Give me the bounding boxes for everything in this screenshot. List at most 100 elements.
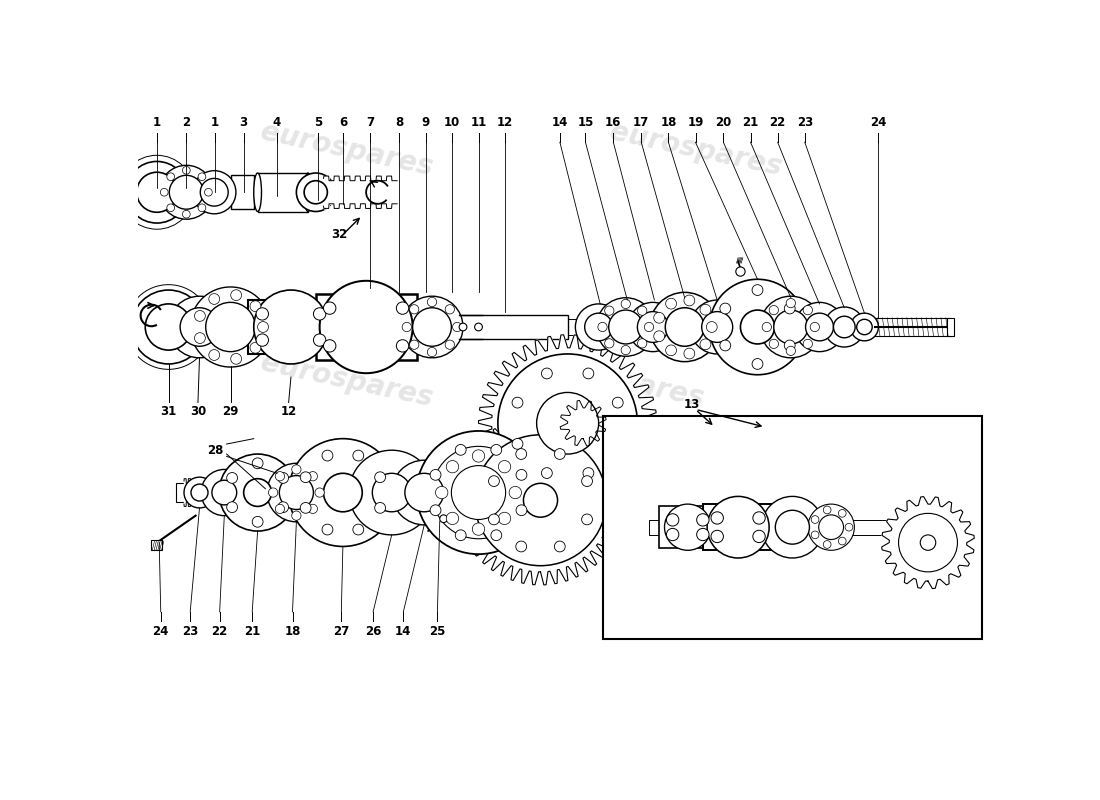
Circle shape	[304, 181, 328, 204]
Circle shape	[474, 435, 606, 566]
Circle shape	[596, 298, 656, 356]
Text: 12: 12	[497, 117, 513, 130]
Text: 25: 25	[429, 625, 446, 638]
Circle shape	[803, 306, 813, 314]
Circle shape	[537, 393, 598, 454]
Circle shape	[136, 172, 177, 212]
Text: 24: 24	[870, 117, 887, 130]
Circle shape	[231, 354, 242, 364]
Ellipse shape	[254, 173, 262, 211]
Text: 22: 22	[770, 117, 785, 130]
Circle shape	[323, 340, 336, 352]
Circle shape	[252, 458, 263, 469]
Text: 6: 6	[339, 117, 346, 130]
Circle shape	[183, 166, 190, 174]
Circle shape	[417, 431, 540, 554]
Circle shape	[432, 446, 525, 538]
Circle shape	[513, 398, 522, 408]
Circle shape	[192, 170, 235, 214]
Circle shape	[575, 304, 622, 350]
Circle shape	[498, 461, 510, 473]
Circle shape	[803, 339, 813, 349]
Circle shape	[412, 308, 451, 346]
Text: 11: 11	[471, 117, 486, 130]
Circle shape	[696, 528, 710, 541]
Circle shape	[409, 340, 419, 350]
Circle shape	[427, 298, 437, 306]
Circle shape	[256, 308, 268, 320]
Circle shape	[823, 506, 830, 514]
Circle shape	[212, 480, 236, 505]
Circle shape	[541, 468, 552, 478]
Circle shape	[131, 290, 206, 364]
Circle shape	[227, 502, 238, 513]
Circle shape	[201, 470, 248, 516]
Text: 21: 21	[244, 625, 261, 638]
Circle shape	[524, 483, 558, 517]
Circle shape	[811, 531, 818, 538]
Circle shape	[277, 502, 288, 513]
Circle shape	[195, 333, 206, 343]
Text: 27: 27	[333, 625, 350, 638]
Circle shape	[322, 450, 333, 461]
Bar	[947, 318, 955, 336]
Circle shape	[752, 358, 763, 370]
Circle shape	[582, 476, 593, 486]
Text: 16: 16	[605, 117, 621, 130]
Circle shape	[769, 306, 779, 314]
Text: 32: 32	[331, 228, 348, 241]
Circle shape	[275, 471, 285, 481]
Circle shape	[666, 345, 676, 356]
Circle shape	[638, 338, 647, 348]
Text: 8: 8	[395, 117, 404, 130]
Circle shape	[598, 322, 607, 332]
Circle shape	[198, 204, 206, 212]
Bar	[649, 519, 959, 535]
Circle shape	[711, 530, 724, 542]
Circle shape	[516, 449, 527, 459]
Circle shape	[850, 313, 879, 341]
Circle shape	[300, 502, 311, 514]
Circle shape	[375, 472, 385, 482]
Circle shape	[244, 478, 272, 506]
Circle shape	[664, 504, 711, 550]
Circle shape	[191, 484, 208, 501]
Circle shape	[167, 173, 175, 181]
Circle shape	[769, 339, 779, 349]
Circle shape	[405, 474, 443, 512]
Circle shape	[516, 505, 527, 516]
Circle shape	[451, 466, 506, 519]
Circle shape	[516, 470, 527, 480]
Circle shape	[277, 473, 288, 483]
Bar	[157, 319, 603, 334]
Circle shape	[710, 279, 805, 374]
Circle shape	[292, 465, 301, 474]
Circle shape	[372, 474, 411, 512]
Circle shape	[455, 445, 466, 455]
Circle shape	[667, 514, 679, 526]
Circle shape	[628, 302, 678, 352]
Text: 1: 1	[153, 117, 161, 130]
Circle shape	[752, 530, 766, 542]
Circle shape	[719, 303, 730, 314]
Circle shape	[921, 535, 936, 550]
Circle shape	[446, 340, 454, 350]
Circle shape	[653, 331, 664, 342]
Text: 30: 30	[190, 405, 206, 418]
Circle shape	[752, 285, 763, 295]
Circle shape	[838, 510, 846, 518]
Circle shape	[205, 188, 212, 196]
Bar	[249, 300, 333, 354]
Circle shape	[711, 512, 724, 524]
Text: eurospares: eurospares	[607, 118, 784, 182]
Circle shape	[169, 175, 204, 209]
Text: 14: 14	[552, 117, 568, 130]
Circle shape	[323, 474, 362, 512]
Circle shape	[472, 523, 485, 535]
Circle shape	[707, 496, 769, 558]
Circle shape	[396, 302, 409, 314]
Text: 18: 18	[284, 625, 300, 638]
Circle shape	[279, 476, 313, 510]
Circle shape	[666, 298, 676, 309]
Circle shape	[824, 307, 865, 347]
